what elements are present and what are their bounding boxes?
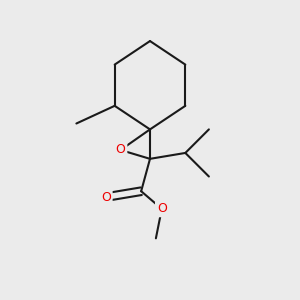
Text: O: O: [101, 190, 111, 204]
Text: O: O: [157, 202, 167, 215]
Text: O: O: [116, 143, 125, 157]
